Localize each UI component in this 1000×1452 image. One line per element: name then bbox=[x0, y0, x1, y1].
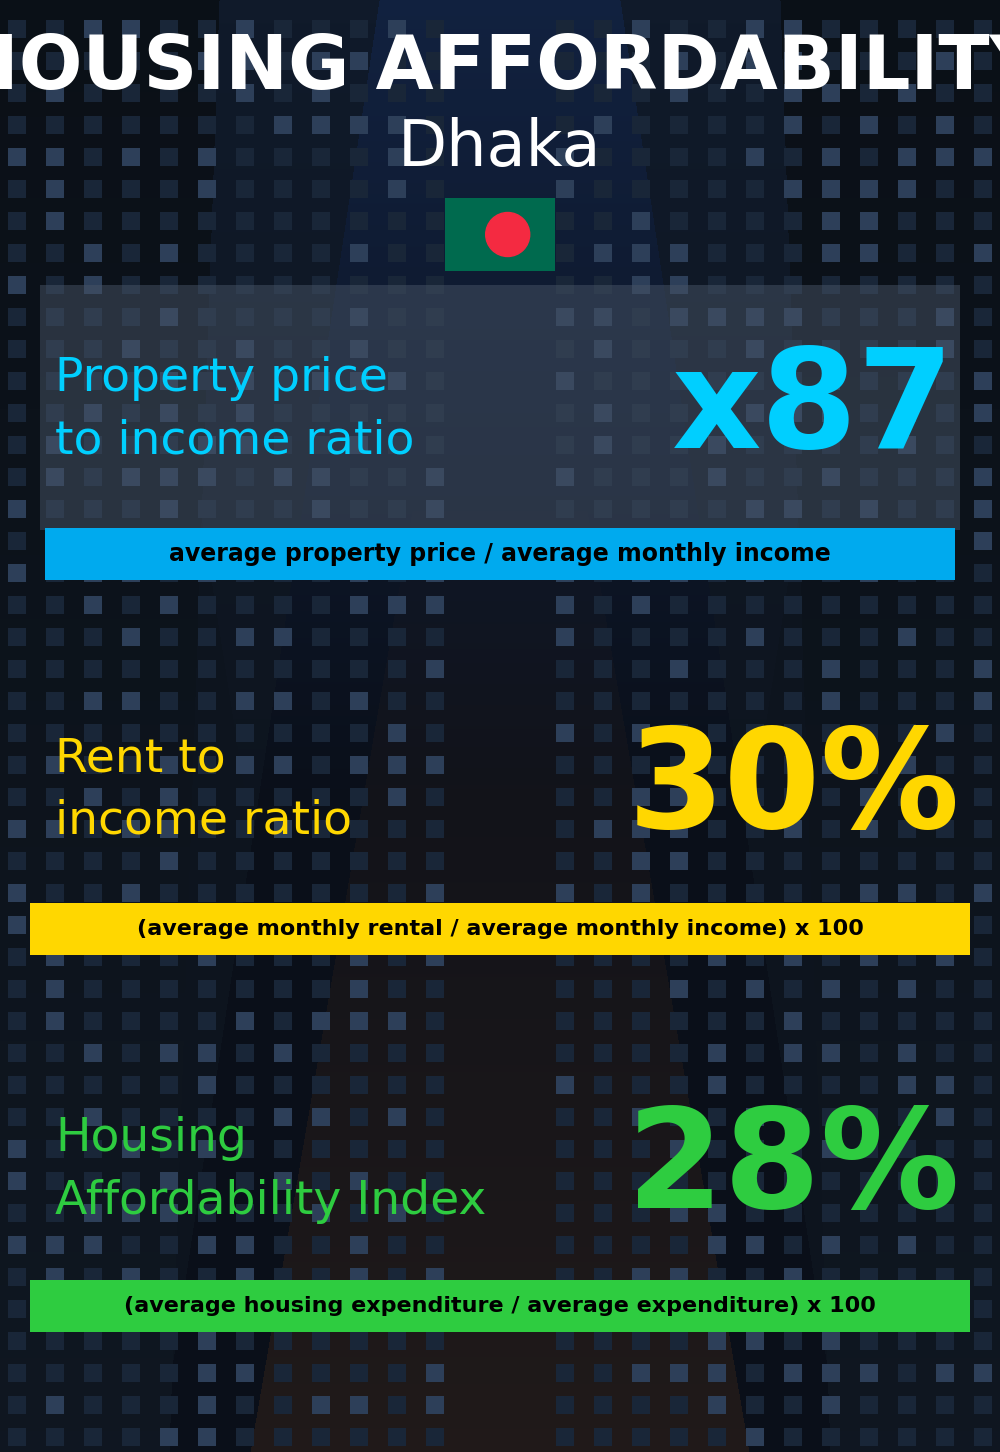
Bar bbox=[30, 903, 970, 955]
Text: 28%: 28% bbox=[628, 1102, 960, 1237]
Text: 30%: 30% bbox=[628, 723, 960, 858]
Bar bbox=[445, 197, 555, 272]
Text: HOUSING AFFORDABILITY: HOUSING AFFORDABILITY bbox=[0, 32, 1000, 105]
Text: (average monthly rental / average monthly income) x 100: (average monthly rental / average monthl… bbox=[137, 919, 863, 939]
Text: Property price
to income ratio: Property price to income ratio bbox=[55, 356, 414, 463]
Circle shape bbox=[486, 212, 530, 257]
Text: Dhaka: Dhaka bbox=[398, 118, 602, 179]
Text: average property price / average monthly income: average property price / average monthly… bbox=[169, 542, 831, 566]
Text: Rent to
income ratio: Rent to income ratio bbox=[55, 736, 352, 844]
Bar bbox=[45, 529, 955, 579]
Text: x87: x87 bbox=[672, 343, 955, 478]
Bar bbox=[30, 1281, 970, 1331]
Text: (average housing expenditure / average expenditure) x 100: (average housing expenditure / average e… bbox=[124, 1297, 876, 1316]
Text: Housing
Affordability Index: Housing Affordability Index bbox=[55, 1117, 486, 1224]
